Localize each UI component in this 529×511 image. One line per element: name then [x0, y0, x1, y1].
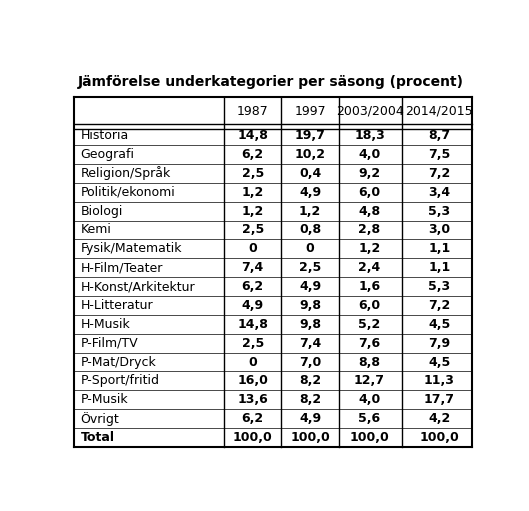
Text: 0: 0: [306, 242, 314, 256]
Text: 4,0: 4,0: [358, 148, 381, 161]
Text: 8,7: 8,7: [428, 129, 450, 142]
Text: 14,8: 14,8: [237, 129, 268, 142]
Text: Kemi: Kemi: [80, 223, 111, 237]
Text: 2,5: 2,5: [242, 337, 264, 350]
Text: 13,6: 13,6: [238, 393, 268, 406]
Text: 4,8: 4,8: [359, 204, 380, 218]
Text: 2,4: 2,4: [358, 261, 381, 274]
Text: Geografi: Geografi: [80, 148, 134, 161]
Text: H-Film/Teater: H-Film/Teater: [80, 261, 163, 274]
Text: Politik/ekonomi: Politik/ekonomi: [80, 186, 175, 199]
Text: 18,3: 18,3: [354, 129, 385, 142]
Text: 4,0: 4,0: [358, 393, 381, 406]
Text: 9,8: 9,8: [299, 318, 321, 331]
Text: 6,0: 6,0: [359, 299, 380, 312]
Text: 1,1: 1,1: [428, 242, 450, 256]
Text: H-Musik: H-Musik: [80, 318, 130, 331]
Text: 5,6: 5,6: [359, 412, 380, 425]
Text: 5,2: 5,2: [358, 318, 381, 331]
Text: 7,4: 7,4: [299, 337, 321, 350]
Text: 12,7: 12,7: [354, 375, 385, 387]
Text: 7,2: 7,2: [428, 299, 450, 312]
Text: 4,9: 4,9: [299, 280, 321, 293]
Text: 6,2: 6,2: [242, 280, 264, 293]
Text: 9,2: 9,2: [359, 167, 380, 180]
Text: Biologi: Biologi: [80, 204, 123, 218]
Text: 2,5: 2,5: [299, 261, 321, 274]
Text: 3,4: 3,4: [428, 186, 450, 199]
Text: 100,0: 100,0: [350, 431, 389, 444]
Text: 5,3: 5,3: [428, 204, 450, 218]
Text: Övrigt: Övrigt: [80, 412, 119, 426]
Text: 0: 0: [248, 356, 257, 368]
Text: P-Sport/fritid: P-Sport/fritid: [80, 375, 159, 387]
Text: 3,0: 3,0: [428, 223, 450, 237]
Text: 2,5: 2,5: [242, 223, 264, 237]
Text: 0: 0: [248, 242, 257, 256]
Text: 1,1: 1,1: [428, 261, 450, 274]
Text: 1,2: 1,2: [242, 204, 264, 218]
Text: Jämförelse underkategorier per säsong (procent): Jämförelse underkategorier per säsong (p…: [78, 75, 464, 89]
Text: 9,8: 9,8: [299, 299, 321, 312]
Text: Fysik/Matematik: Fysik/Matematik: [80, 242, 182, 256]
Text: P-Film/TV: P-Film/TV: [80, 337, 138, 350]
Text: 11,3: 11,3: [424, 375, 454, 387]
Text: 7,4: 7,4: [242, 261, 264, 274]
Text: 8,8: 8,8: [359, 356, 380, 368]
Text: 4,2: 4,2: [428, 412, 450, 425]
Text: 7,9: 7,9: [428, 337, 450, 350]
Text: 2,8: 2,8: [359, 223, 380, 237]
Text: 1,2: 1,2: [299, 204, 321, 218]
Text: 8,2: 8,2: [299, 393, 321, 406]
Text: Historia: Historia: [80, 129, 129, 142]
Text: P-Musik: P-Musik: [80, 393, 128, 406]
Text: 4,5: 4,5: [428, 356, 450, 368]
Text: P-Mat/Dryck: P-Mat/Dryck: [80, 356, 156, 368]
Text: 6,2: 6,2: [242, 412, 264, 425]
Text: 1997: 1997: [294, 105, 326, 118]
Text: H-Litteratur: H-Litteratur: [80, 299, 153, 312]
Text: 4,9: 4,9: [299, 186, 321, 199]
Text: 0,8: 0,8: [299, 223, 321, 237]
Text: 14,8: 14,8: [237, 318, 268, 331]
Text: 7,6: 7,6: [359, 337, 380, 350]
Text: Total: Total: [80, 431, 114, 444]
Text: Religion/Språk: Religion/Språk: [80, 167, 171, 180]
Text: 4,9: 4,9: [242, 299, 264, 312]
Text: 1,2: 1,2: [358, 242, 381, 256]
Text: 8,2: 8,2: [299, 375, 321, 387]
Text: 0,4: 0,4: [299, 167, 321, 180]
Text: 1,6: 1,6: [359, 280, 380, 293]
Text: 19,7: 19,7: [295, 129, 325, 142]
Text: 4,5: 4,5: [428, 318, 450, 331]
Text: 5,3: 5,3: [428, 280, 450, 293]
Text: 1,2: 1,2: [242, 186, 264, 199]
Text: 2014/2015: 2014/2015: [405, 105, 473, 118]
Text: 10,2: 10,2: [295, 148, 325, 161]
Text: 7,2: 7,2: [428, 167, 450, 180]
Text: 2,5: 2,5: [242, 167, 264, 180]
Text: H-Konst/Arkitektur: H-Konst/Arkitektur: [80, 280, 195, 293]
Text: 17,7: 17,7: [424, 393, 455, 406]
Text: 100,0: 100,0: [233, 431, 272, 444]
Text: 6,0: 6,0: [359, 186, 380, 199]
Text: 7,0: 7,0: [299, 356, 321, 368]
Text: 7,5: 7,5: [428, 148, 450, 161]
Text: 4,9: 4,9: [299, 412, 321, 425]
Text: 16,0: 16,0: [237, 375, 268, 387]
Text: 100,0: 100,0: [290, 431, 330, 444]
Text: 100,0: 100,0: [419, 431, 459, 444]
Text: 6,2: 6,2: [242, 148, 264, 161]
Text: 2003/2004: 2003/2004: [335, 105, 404, 118]
Text: 1987: 1987: [237, 105, 269, 118]
